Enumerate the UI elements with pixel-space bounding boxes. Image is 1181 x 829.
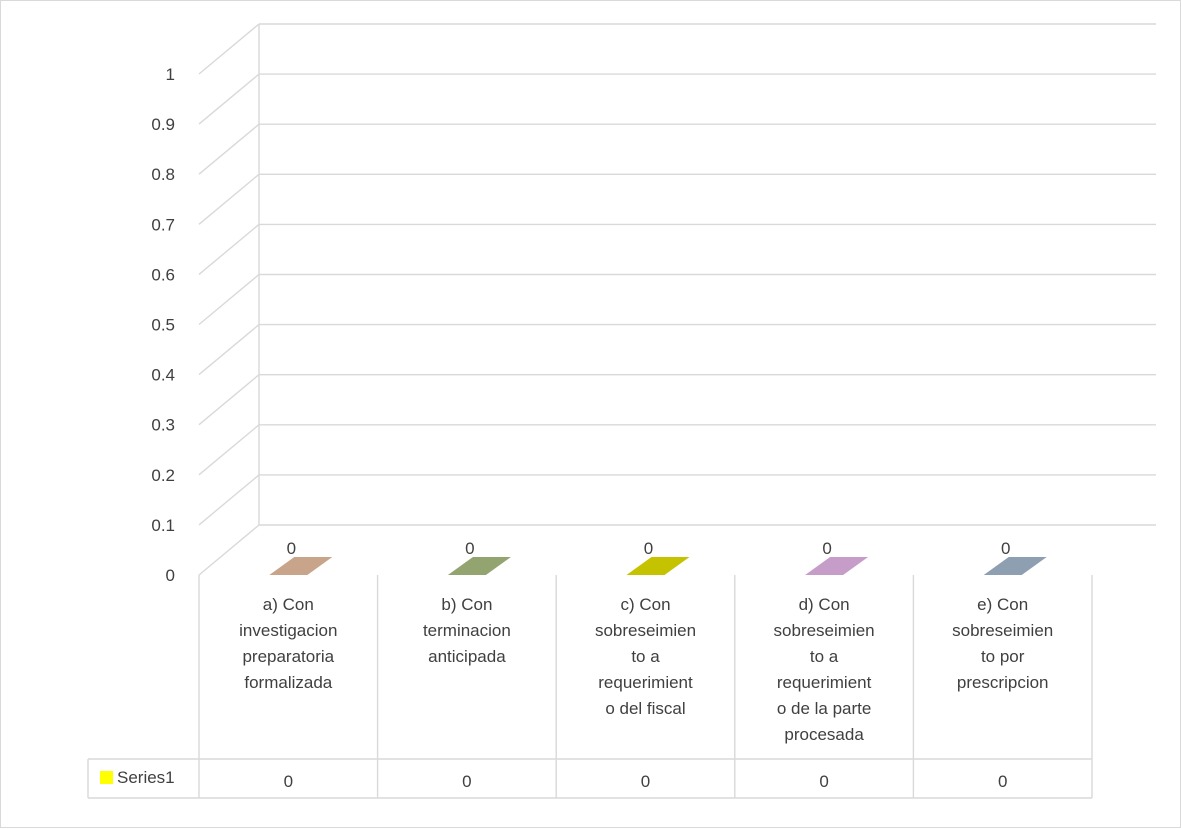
bar-layer <box>269 557 1047 575</box>
data-label: 0 <box>644 539 653 558</box>
gridline-depth <box>198 273 260 326</box>
y-tick-label: 0.9 <box>151 115 175 134</box>
x-tick-label: d) Con <box>799 595 850 614</box>
data-table-value: 0 <box>998 772 1007 791</box>
y-tick-label: 0.7 <box>151 215 175 234</box>
y-tick-label: 0.6 <box>151 265 175 284</box>
x-tick-label: terminacion <box>423 621 511 640</box>
data-table-value: 0 <box>462 772 471 791</box>
data-table-value: 0 <box>641 772 650 791</box>
y-tick-label: 0 <box>166 566 175 585</box>
gridline-depth <box>198 374 260 426</box>
x-tick-label: b) Con <box>441 595 492 614</box>
y-tick-label: 1 <box>166 65 175 84</box>
bar <box>805 557 869 575</box>
data-label-layer: 0 0 0 0 0 <box>287 539 1011 558</box>
x-tick-label: c) Con <box>620 595 670 614</box>
legend-label: Series1 <box>117 768 175 787</box>
data-table: a) Con investigacion preparatoria formaliza… <box>87 575 1093 799</box>
data-label: 0 <box>465 539 474 558</box>
x-tick-label: sobreseimien <box>952 621 1053 640</box>
legend-key <box>100 771 113 784</box>
y-tick-label: 0.5 <box>151 316 175 335</box>
gridline-depth <box>198 524 260 576</box>
x-tick-label: o de la parte <box>777 699 872 718</box>
gridline-depth <box>198 424 260 476</box>
x-tick-label: anticipada <box>428 647 506 666</box>
gridline-depth <box>198 324 260 376</box>
y-tick-label: 0.4 <box>151 366 175 385</box>
bar <box>983 557 1047 575</box>
data-table-value: 0 <box>284 772 293 791</box>
x-tick-label: sobreseimien <box>595 621 696 640</box>
x-tick-label: e) Con <box>977 595 1028 614</box>
x-tick-label: to por <box>981 647 1025 666</box>
gridline-depth <box>198 173 260 225</box>
data-table-value: 0 <box>819 772 828 791</box>
gridline-depth <box>198 474 260 526</box>
y-tick-label: 0.2 <box>151 466 175 485</box>
y-tick-label: 0.1 <box>151 516 175 535</box>
data-label: 0 <box>1001 539 1010 558</box>
x-tick-label: prescripcion <box>957 673 1049 692</box>
gridline-depth <box>198 123 260 175</box>
x-tick-label: o del fiscal <box>605 699 685 718</box>
x-tick-label: a) Con <box>263 595 314 614</box>
gridline-depth <box>198 73 260 125</box>
x-tick-label: to a <box>810 647 839 666</box>
x-tick-label: investigacion <box>239 621 337 640</box>
x-tick-label: sobreseimien <box>774 621 875 640</box>
gridline-depth <box>198 23 260 75</box>
x-tick-label: formalizada <box>244 673 332 692</box>
y-tick-label: 0.3 <box>151 416 175 435</box>
x-tick-label: requerimient <box>777 673 872 692</box>
x-tick-label: requerimient <box>598 673 693 692</box>
data-label: 0 <box>822 539 831 558</box>
y-axis-ticks: 0 0.1 0.2 0.3 0.4 0.5 0.6 0.7 0.8 0.9 1 <box>151 65 175 585</box>
x-tick-label: preparatoria <box>242 647 334 666</box>
x-tick-label: procesada <box>784 725 864 744</box>
gridline-depth <box>198 223 260 275</box>
data-label: 0 <box>287 539 296 558</box>
bar <box>269 557 333 575</box>
bar <box>626 557 690 575</box>
grid-layer <box>198 23 1156 576</box>
x-tick-label: to a <box>631 647 660 666</box>
y-tick-label: 0.8 <box>151 165 175 184</box>
bar <box>447 557 511 575</box>
